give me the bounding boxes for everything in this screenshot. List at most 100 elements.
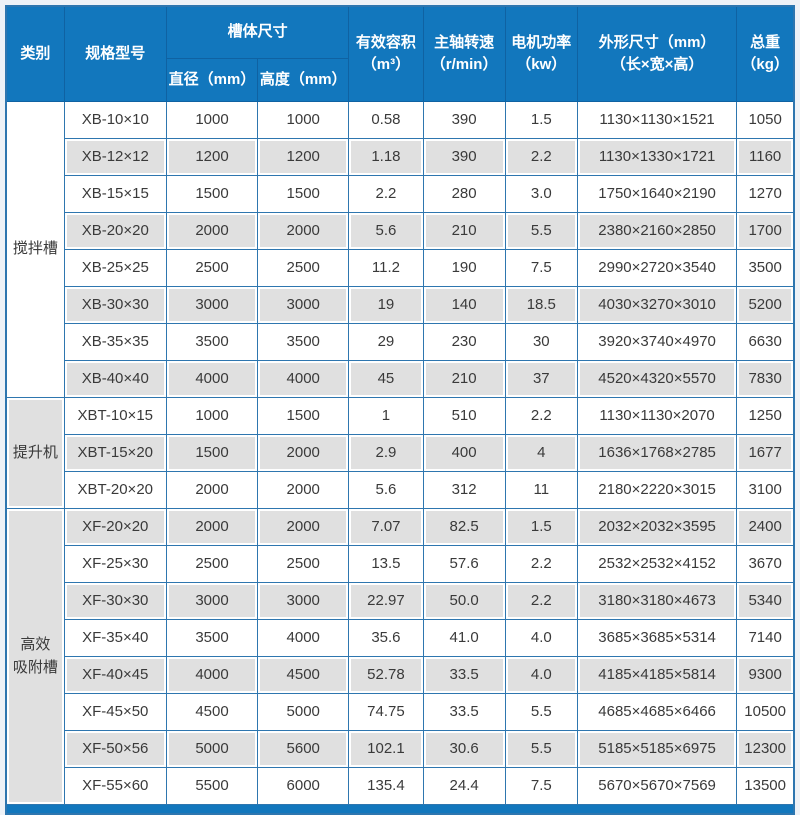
- cell-weight: 13500: [736, 766, 795, 805]
- cell-power: 2.2: [504, 396, 578, 435]
- col-header-tank-size: 槽体尺寸: [165, 5, 350, 59]
- cell-height: 3000: [257, 581, 350, 620]
- cell-power: 3.0: [504, 174, 578, 213]
- cell-height: 4000: [257, 359, 350, 398]
- header-line: 主轴转速: [434, 34, 495, 51]
- cell-dimensions: 5185×5185×6975: [576, 729, 738, 768]
- cell-power: 2.2: [504, 137, 578, 176]
- cell-diameter: 2500: [165, 248, 259, 287]
- equipment-spec-table: 类别 规格型号 槽体尺寸 有效容积 （m³） 主轴转速 （r/min） 电机功率…: [5, 5, 795, 815]
- cell-speed: 390: [422, 100, 506, 139]
- cell-diameter: 2000: [165, 470, 259, 509]
- cell-volume: 29: [348, 322, 424, 361]
- cell-diameter: 2500: [165, 544, 259, 583]
- cell-weight: 1270: [736, 174, 795, 213]
- cell-speed: 30.6: [422, 729, 506, 768]
- header-line: 总重: [750, 34, 781, 51]
- cell-model: XBT-20×20: [63, 470, 167, 509]
- cell-power: 2.2: [504, 544, 578, 583]
- cell-model: XB-20×20: [63, 211, 167, 250]
- cell-height: 1500: [257, 174, 350, 213]
- cell-volume: 1: [348, 396, 424, 435]
- cell-power: 7.5: [504, 766, 578, 805]
- table-row: XB-15×15 1500 1500 2.2 280 3.0 1750×1640×2190 1…: [6, 174, 795, 213]
- cell-diameter: 4000: [165, 359, 259, 398]
- cell-height: 5600: [257, 729, 350, 768]
- cell-diameter: 1500: [165, 433, 259, 472]
- col-header-category: 类别: [5, 5, 65, 102]
- table-row: XBT-15×20 1500 2000 2.9 400 4 1636×1768×2785 16…: [6, 433, 795, 472]
- category-label-line: 吸附槽: [12, 659, 58, 676]
- cell-weight: 12300: [736, 729, 795, 768]
- cell-diameter: 4500: [165, 692, 259, 731]
- cell-power: 5.5: [504, 211, 578, 250]
- cell-volume: 22.97: [348, 581, 424, 620]
- cell-speed: 33.5: [422, 692, 506, 731]
- cell-volume: 2.9: [348, 433, 424, 472]
- cell-model: XF-20×20: [63, 507, 167, 546]
- cell-speed: 24.4: [422, 766, 506, 805]
- cell-diameter: 2000: [165, 211, 259, 250]
- cell-model: XB-25×25: [63, 248, 167, 287]
- cell-height: 1000: [257, 100, 350, 139]
- cell-volume: 5.6: [348, 211, 424, 250]
- cell-volume: 1.18: [348, 137, 424, 176]
- cell-model: XF-30×30: [63, 581, 167, 620]
- col-header-diameter: 直径（mm）: [165, 57, 259, 102]
- table-row: 搅拌槽 XB-10×10 1000 1000 0.58 390 1.5 1130×1130×1…: [5, 100, 795, 398]
- table-row: XB-40×40 4000 4000 45 210 37 4520×4320×5570 783…: [6, 359, 795, 398]
- cell-volume: 135.4: [348, 766, 424, 805]
- cell-speed: 280: [422, 174, 506, 213]
- cell-diameter: 3500: [165, 618, 259, 657]
- table-row: XBT-20×20 2000 2000 5.6 312 11 2180×2220×3015 3…: [6, 470, 795, 509]
- cell-weight: 7830: [736, 359, 795, 398]
- category-label-line: 提升机: [12, 443, 58, 461]
- cell-dimensions: 4030×3270×3010: [576, 285, 738, 324]
- cell-volume: 11.2: [348, 248, 424, 287]
- cell-diameter: 1200: [165, 137, 259, 176]
- cell-dimensions: 4185×4185×5814: [576, 655, 738, 694]
- cell-speed: 510: [422, 396, 506, 435]
- cell-model: XB-15×15: [63, 174, 167, 213]
- cell-dimensions: 2380×2160×2850: [576, 211, 738, 250]
- table-row: XF-30×30 3000 3000 22.97 50.0 2.2 3180×3180×46…: [6, 581, 795, 620]
- header-line: （长×宽×高）: [610, 55, 704, 73]
- header-line: （kg）: [741, 55, 789, 73]
- cell-speed: 140: [422, 285, 506, 324]
- cell-weight: 10500: [736, 692, 795, 731]
- cell-diameter: 1500: [165, 174, 259, 213]
- cell-weight: 9300: [736, 655, 795, 694]
- cell-power: 5.5: [504, 729, 578, 768]
- cell-diameter: 3500: [165, 322, 259, 361]
- cell-height: 1200: [257, 137, 350, 176]
- cell-speed: 230: [422, 322, 506, 361]
- cell-height: 5000: [257, 692, 350, 731]
- table-header: 类别 规格型号 槽体尺寸 有效容积 （m³） 主轴转速 （r/min） 电机功率…: [5, 5, 795, 102]
- cell-model: XF-55×60: [63, 766, 167, 805]
- cell-height: 3000: [257, 285, 350, 324]
- table-row: XF-55×60 5500 6000 135.4 24.4 7.5 5670×5670×75…: [6, 766, 795, 805]
- cell-dimensions: 3920×3740×4970: [576, 322, 738, 361]
- category-cell: 高效 吸附槽: [5, 507, 65, 805]
- cell-height: 4000: [257, 618, 350, 657]
- cell-height: 2500: [257, 248, 350, 287]
- cell-power: 4.0: [504, 618, 578, 657]
- cell-model: XB-12×12: [63, 137, 167, 176]
- cell-speed: 41.0: [422, 618, 506, 657]
- cell-model: XF-45×50: [63, 692, 167, 731]
- cell-dimensions: 4520×4320×5570: [576, 359, 738, 398]
- cell-speed: 190: [422, 248, 506, 287]
- cell-model: XF-50×56: [63, 729, 167, 768]
- col-header-weight: 总重 （kg）: [736, 5, 795, 102]
- cell-diameter: 2000: [165, 507, 259, 546]
- cell-weight: 1160: [736, 137, 795, 176]
- cell-volume: 7.07: [348, 507, 424, 546]
- table-row: XB-25×25 2500 2500 11.2 190 7.5 2990×2720×3540…: [6, 248, 795, 287]
- cell-diameter: 3000: [165, 581, 259, 620]
- cell-height: 2500: [257, 544, 350, 583]
- table-row: XB-35×35 3500 3500 29 230 30 3920×3740×4970 663…: [6, 322, 795, 361]
- cell-weight: 6630: [736, 322, 795, 361]
- cell-speed: 400: [422, 433, 506, 472]
- col-header-height: 高度（mm）: [257, 57, 350, 102]
